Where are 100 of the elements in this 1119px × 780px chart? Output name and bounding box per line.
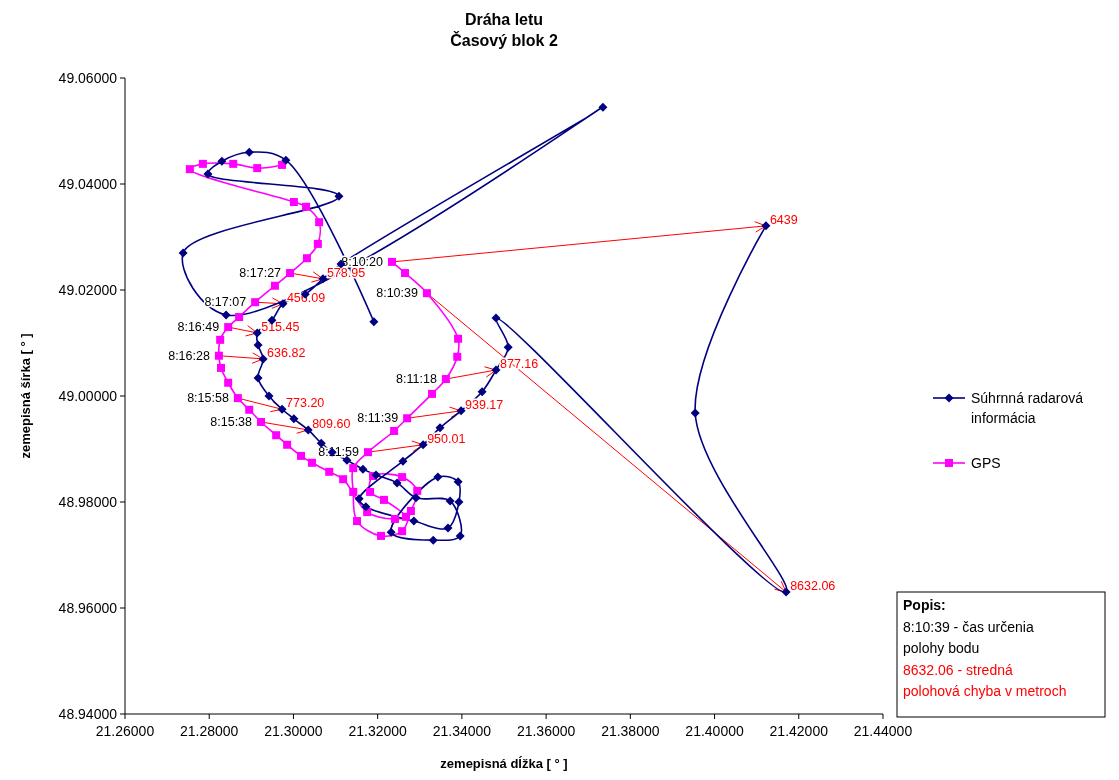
point — [477, 387, 487, 397]
annotation: 515.45 — [261, 319, 300, 334]
point — [454, 497, 464, 507]
y-tick-label: 49.04000 — [58, 176, 118, 192]
point — [398, 456, 408, 466]
point — [441, 375, 450, 384]
x-tick-label: 21.36000 — [516, 723, 576, 739]
y-tick-label: 49.02000 — [58, 282, 118, 298]
point — [278, 299, 288, 309]
annotation: 636.82 — [267, 345, 306, 360]
point — [252, 328, 262, 338]
point — [278, 160, 287, 169]
point — [358, 464, 368, 474]
point — [286, 269, 295, 278]
point — [433, 472, 443, 482]
annotation: 809.60 — [312, 416, 351, 431]
point — [318, 274, 328, 284]
point — [413, 486, 422, 495]
point — [411, 493, 421, 503]
point — [443, 523, 453, 533]
point — [369, 317, 379, 327]
point — [598, 102, 608, 112]
point — [270, 281, 279, 290]
x-tick-label: 21.40000 — [685, 723, 744, 739]
point — [289, 414, 299, 424]
annotation: 8:11:39 — [357, 411, 399, 426]
x-tick-label: 21.42000 — [769, 723, 829, 739]
point — [221, 310, 231, 320]
annotation: 939.17 — [465, 397, 504, 412]
annotation: 773.20 — [286, 396, 325, 411]
x-tick-label: 21.38000 — [601, 723, 660, 739]
point — [316, 438, 326, 448]
point — [339, 475, 348, 484]
annotation: 8:16:28 — [168, 348, 210, 363]
point — [401, 269, 410, 278]
point — [253, 164, 262, 173]
point — [453, 477, 463, 487]
point — [302, 254, 311, 263]
point — [403, 414, 412, 423]
point — [334, 191, 344, 201]
x-tick-label: 21.32000 — [348, 723, 408, 739]
point — [387, 257, 396, 266]
point — [390, 514, 399, 523]
point — [398, 473, 407, 482]
point — [392, 478, 402, 488]
annotation: 8:17:27 — [239, 266, 282, 281]
y-tick-label: 48.96000 — [58, 600, 118, 616]
annotation: 8:11:18 — [396, 372, 437, 387]
point — [258, 354, 268, 364]
point — [307, 458, 316, 467]
point — [366, 487, 375, 496]
point — [361, 502, 371, 512]
point — [178, 248, 188, 258]
x-tick-label: 21.28000 — [180, 723, 239, 739]
text: 8632.06 - stredná polohová chyba v metroch — [903, 661, 1067, 699]
point — [325, 467, 334, 476]
point — [398, 527, 407, 536]
text: 8:10:39 - čas určenia polohy bodu — [903, 618, 1034, 656]
point — [491, 313, 501, 323]
point — [422, 289, 431, 298]
point — [453, 352, 462, 361]
point — [277, 404, 287, 414]
point — [503, 342, 513, 352]
point — [185, 165, 194, 174]
point — [216, 335, 225, 344]
point — [427, 389, 436, 398]
annotation: 8:17:07 — [204, 295, 247, 310]
point — [283, 440, 292, 449]
point — [229, 159, 238, 168]
point — [253, 373, 263, 383]
annotation: 6439 — [769, 212, 798, 227]
point — [428, 535, 438, 545]
x-tick-label: 21.34000 — [432, 723, 492, 739]
point — [406, 507, 415, 516]
point — [445, 496, 455, 506]
y-tick-label: 48.98000 — [58, 494, 118, 510]
point — [281, 155, 291, 165]
point — [289, 198, 298, 207]
point — [454, 334, 463, 343]
point — [379, 495, 388, 504]
y-tick-label: 48.94000 — [58, 706, 118, 722]
y-tick-label: 49.00000 — [58, 388, 118, 404]
point — [418, 440, 428, 450]
point — [264, 391, 274, 401]
point — [377, 531, 386, 540]
point — [401, 512, 410, 521]
x-tick-label: 21.30000 — [264, 723, 323, 739]
point — [456, 406, 466, 416]
annotation: 8:15:38 — [210, 414, 253, 429]
point — [390, 426, 399, 435]
point — [363, 448, 372, 457]
x-axis-title: zemepisná dĺžka [ ° ] — [440, 756, 568, 771]
x-tick-label: 21.26000 — [95, 723, 155, 739]
point — [235, 313, 244, 322]
point — [455, 531, 465, 541]
point — [353, 517, 362, 526]
annotation: 8:16:49 — [177, 320, 220, 335]
point — [224, 323, 233, 332]
point — [386, 527, 396, 537]
point — [245, 405, 254, 414]
